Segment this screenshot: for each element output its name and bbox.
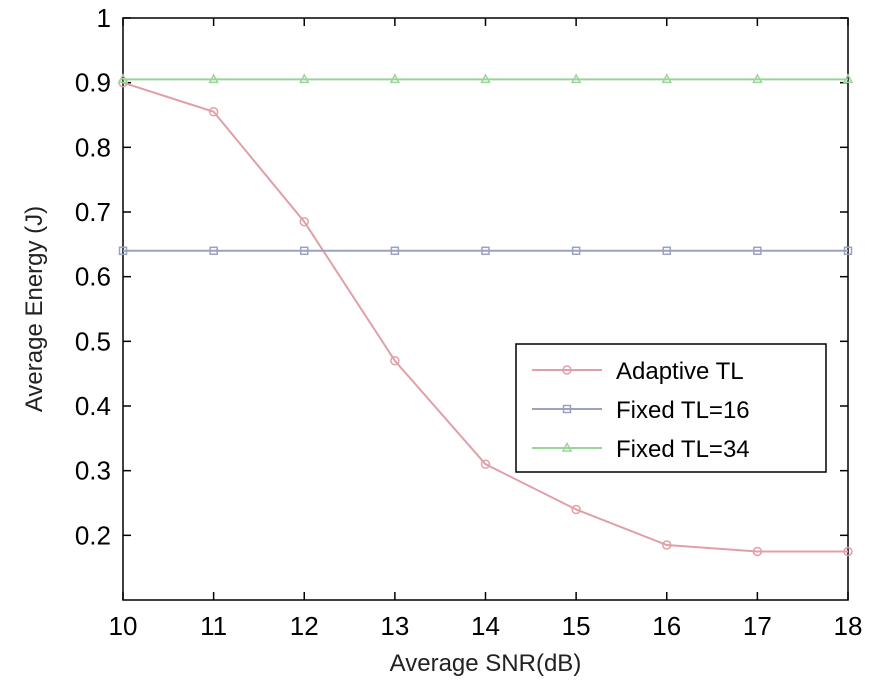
x-tick-label: 10 [109,611,138,641]
y-tick-label: 0.3 [75,456,111,486]
data-point [390,246,400,256]
x-tick-label: 13 [380,611,409,641]
series-1 [118,77,853,557]
plot-area [122,17,849,601]
data-point [662,246,671,256]
data-point [571,246,581,256]
x-tick-label: 14 [471,611,500,641]
data-point [843,246,853,256]
y-tick-labels: 0.2 0.3 0.4 0.5 0.6 0.7 0.8 0.9 1 [75,3,111,550]
x-tick-label: 15 [562,611,591,641]
y-tick-label: 0.2 [75,520,111,550]
y-tick-label: 0.8 [75,132,111,162]
legend-marker [562,365,572,375]
data-point [843,546,853,557]
series-2 [118,246,853,256]
data-point [209,246,218,256]
series-line [122,81,848,553]
legend: Adaptive TL Fixed TL=16 Fixed TL=34 [515,343,827,473]
legend-item: Adaptive TL [532,358,744,385]
data-point [299,73,310,84]
data-point [661,73,672,84]
y-tick-label: 0.7 [75,197,111,227]
legend-label: Fixed TL=16 [616,397,750,424]
y-tick-label: 0.4 [75,391,111,421]
x-tick-label: 12 [290,611,319,641]
data-point [842,73,854,84]
data-point [570,73,582,84]
x-tick-label: 18 [834,611,863,641]
x-axis-label: Average SNR(dB) [390,650,582,677]
data-point [662,540,672,550]
data-point [480,459,491,469]
legend-label: Fixed TL=34 [616,436,750,463]
data-point [480,73,491,84]
data-point [389,73,401,84]
legend-item: Fixed TL=34 [532,436,750,463]
y-tick-label: 0.6 [75,262,111,292]
legend-label: Adaptive TL [616,358,744,385]
data-point [752,73,763,84]
data-point [481,246,490,256]
data-point [208,73,219,84]
axis-ticks [122,17,849,600]
legend-marker [562,404,572,414]
data-point [390,355,400,366]
data-point [117,73,129,84]
y-axis-label: Average Energy (J) [21,206,48,412]
x-tick-label: 16 [652,611,681,641]
legend-item: Fixed TL=16 [532,397,750,424]
data-point [208,107,219,117]
data-point [300,246,309,256]
data-point [299,216,309,227]
x-tick-label: 11 [200,611,227,641]
x-tick-labels: 10 11 12 13 14 15 16 17 18 [109,611,863,641]
series-3 [117,73,854,84]
x-tick-label: 17 [743,611,772,641]
data-point [753,246,762,256]
series-group [117,73,854,557]
data-point [571,504,581,515]
y-tick-label: 0.9 [75,68,111,98]
data-point [118,246,128,256]
legend-marker [561,441,573,452]
data-point [752,546,763,557]
y-tick-label: 0.5 [75,326,111,356]
y-tick-label: 1 [97,3,111,33]
